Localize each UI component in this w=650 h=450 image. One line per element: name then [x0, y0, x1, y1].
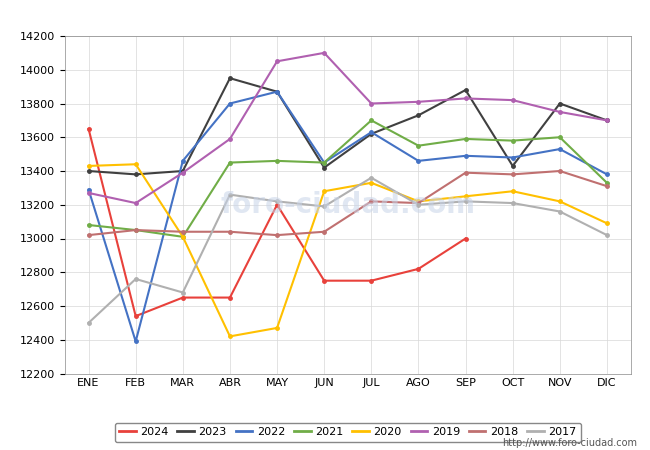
Text: Afiliados en Utrera a 30/9/2024: Afiliados en Utrera a 30/9/2024	[184, 9, 466, 27]
Text: http://www.foro-ciudad.com: http://www.foro-ciudad.com	[502, 438, 637, 448]
Text: foro-ciudad.com: foro-ciudad.com	[220, 191, 475, 219]
Legend: 2024, 2023, 2022, 2021, 2020, 2019, 2018, 2017: 2024, 2023, 2022, 2021, 2020, 2019, 2018…	[114, 423, 581, 442]
